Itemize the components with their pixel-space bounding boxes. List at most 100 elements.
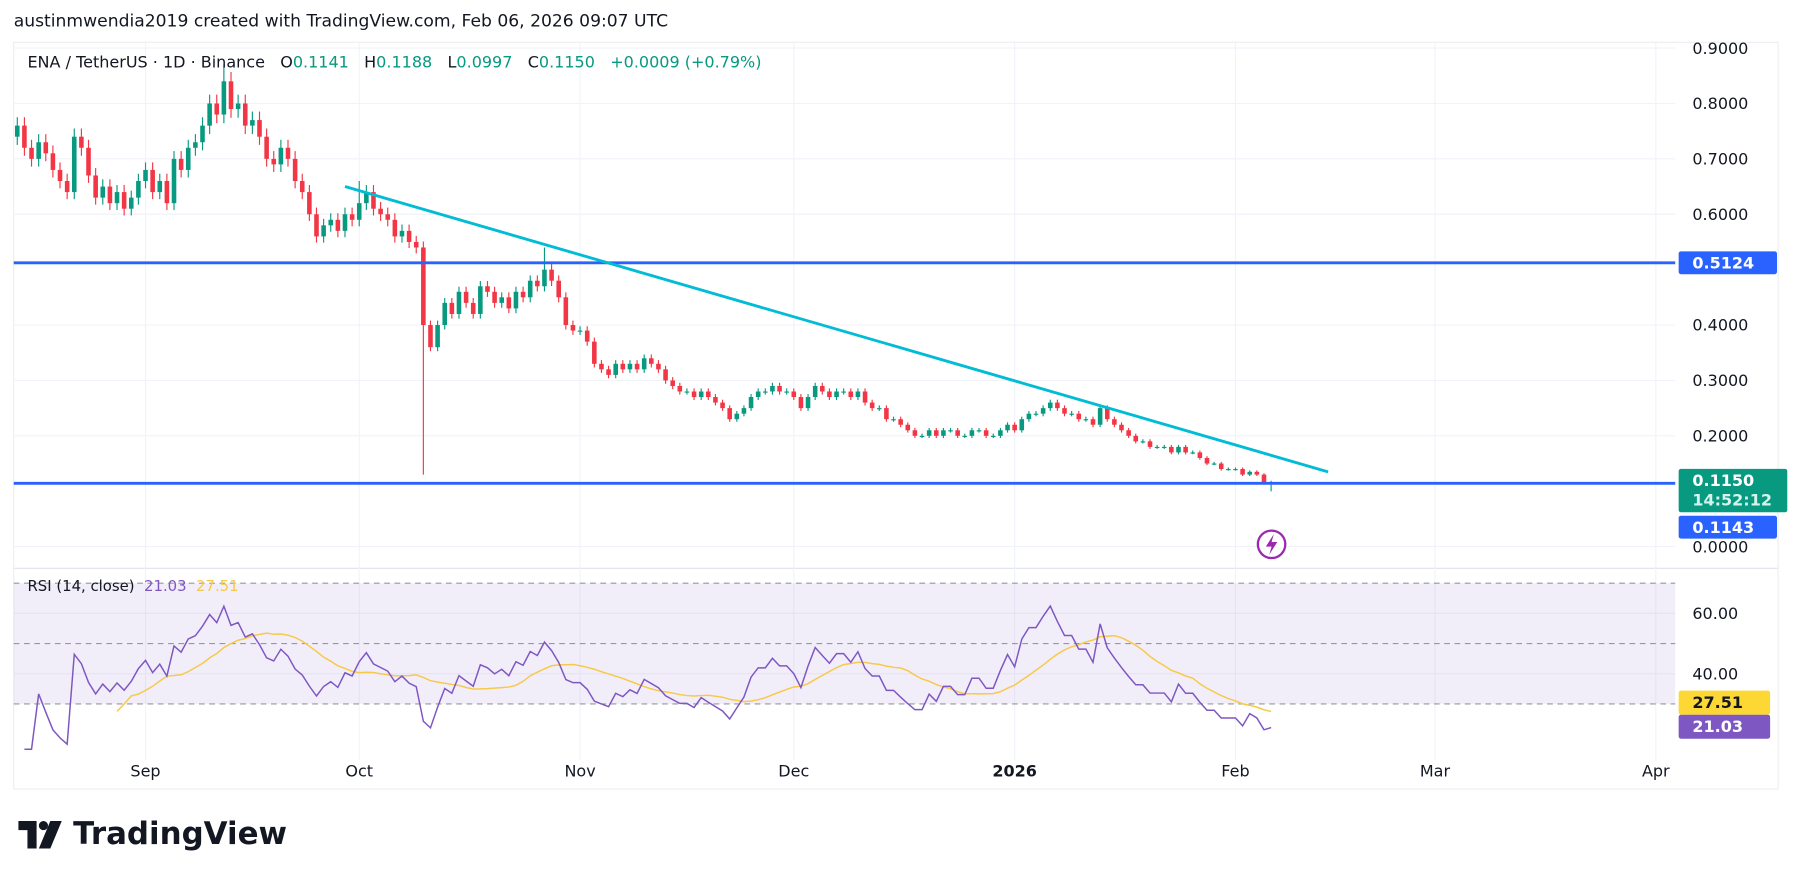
candle-body	[1033, 413, 1039, 415]
candle-body	[613, 363, 618, 375]
candle-body	[1133, 435, 1139, 442]
last-price-label: 0.1150	[1692, 471, 1754, 490]
level-price-label: 0.5124	[1692, 253, 1754, 272]
candle-body	[1047, 402, 1053, 409]
open-label: O	[280, 53, 293, 73]
candle-body	[93, 175, 98, 198]
candle-body	[1247, 471, 1253, 475]
candle-body	[1126, 430, 1131, 436]
candle-body	[969, 430, 975, 436]
candle-body	[1240, 469, 1245, 475]
candle-body	[1261, 474, 1267, 484]
tv-logo-icon	[18, 820, 62, 848]
candle-body	[228, 81, 234, 110]
lightning-icon[interactable]	[1256, 529, 1287, 560]
symbol-label[interactable]: ENA / TetherUS · 1D · Binance	[27, 53, 265, 73]
candle-body	[71, 136, 77, 193]
candle-body	[962, 435, 968, 437]
candle-body	[763, 391, 768, 393]
candle-body	[1211, 463, 1217, 465]
candle-body	[1076, 413, 1082, 420]
x-tick-label: Apr	[1642, 761, 1670, 780]
high-label: H	[364, 53, 377, 73]
candle-body	[178, 158, 184, 170]
x-tick-label: Mar	[1420, 761, 1451, 780]
rsi-ma-value: 27.51	[196, 578, 239, 596]
price-chart[interactable]: 0.9000 0.8000 0.7000 0.6000 0.4000 0.3000 0.20…	[0, 0, 1793, 800]
candle-body	[884, 408, 889, 420]
candle-body	[1161, 446, 1167, 449]
candle-body	[577, 330, 583, 332]
candle-body	[506, 297, 512, 309]
y-tick-label: 0.8000	[1692, 94, 1748, 113]
rsi-ma-axis-label: 27.51	[1692, 693, 1743, 712]
candle-body	[641, 358, 647, 370]
candle-body	[663, 369, 668, 381]
candle-body	[413, 241, 419, 248]
candle-body	[221, 81, 227, 115]
rsi-legend: RSI (14, close) 21.03 27.51	[27, 579, 238, 596]
candle-body	[207, 103, 212, 126]
candle-body	[777, 385, 782, 392]
attribution-text: austinmwendia2019 created with TradingVi…	[13, 10, 669, 31]
candle-body	[143, 169, 148, 182]
candle-body	[919, 435, 925, 437]
candle-body	[791, 391, 797, 398]
candle-body	[812, 385, 818, 398]
y-tick-label: 0.3000	[1692, 371, 1748, 390]
candle-body	[1154, 446, 1160, 449]
candle-body	[599, 363, 604, 370]
candle-body	[891, 419, 896, 421]
candle-body	[634, 363, 640, 370]
candle-body	[520, 291, 526, 298]
candle-body	[1026, 413, 1032, 420]
candle-body	[727, 408, 732, 420]
candle-body	[684, 391, 690, 393]
candle-body	[827, 391, 832, 398]
candle-body	[869, 402, 875, 409]
y-tick-label: 0.0000	[1692, 537, 1748, 556]
candle-body	[570, 325, 576, 331]
last-price-label: 14:52:12	[1692, 490, 1772, 509]
candle-body	[755, 391, 761, 398]
candle-body	[321, 225, 326, 237]
candle-body	[435, 325, 440, 348]
candle-body	[1176, 446, 1181, 453]
candle-body	[235, 103, 241, 110]
candle-body	[1090, 419, 1096, 425]
candle-body	[342, 214, 348, 231]
candle-body	[114, 192, 120, 204]
candle-body	[292, 158, 298, 182]
low-label: L	[447, 53, 457, 73]
y-tick-label: 0.6000	[1692, 205, 1748, 224]
candle-body	[698, 391, 704, 398]
candle-body	[456, 291, 462, 314]
candle-body	[285, 147, 291, 159]
candle-body	[36, 142, 41, 159]
candle-body	[1119, 424, 1124, 431]
candle-body	[171, 158, 177, 204]
candle-body	[898, 419, 903, 425]
candle-body	[798, 397, 804, 409]
candle-body	[720, 402, 725, 409]
candle-body	[449, 302, 455, 314]
rsi-ma-axis-label-box	[1678, 690, 1771, 715]
x-tick-label: Dec	[778, 761, 809, 780]
candle-body	[841, 391, 846, 393]
tradingview-logo[interactable]: TradingView	[18, 816, 287, 852]
candle-body	[933, 430, 939, 436]
candle-body	[499, 297, 505, 303]
candle-body	[535, 280, 540, 287]
ohlc-legend: ENA / TetherUS · 1D · Binance O0.1141 H0…	[27, 54, 761, 72]
candle-body	[271, 158, 277, 165]
rsi-label[interactable]: RSI (14, close)	[27, 578, 135, 596]
candle-body	[1083, 419, 1089, 421]
candle-body	[185, 147, 191, 170]
candle-body	[136, 181, 141, 198]
level-price-label-box	[1678, 515, 1777, 539]
candle-body	[1005, 424, 1010, 431]
candle-body	[955, 430, 960, 436]
candle-body	[527, 280, 533, 298]
x-tick-label: Oct	[345, 761, 373, 780]
y-tick-label: 0.2000	[1692, 427, 1748, 446]
